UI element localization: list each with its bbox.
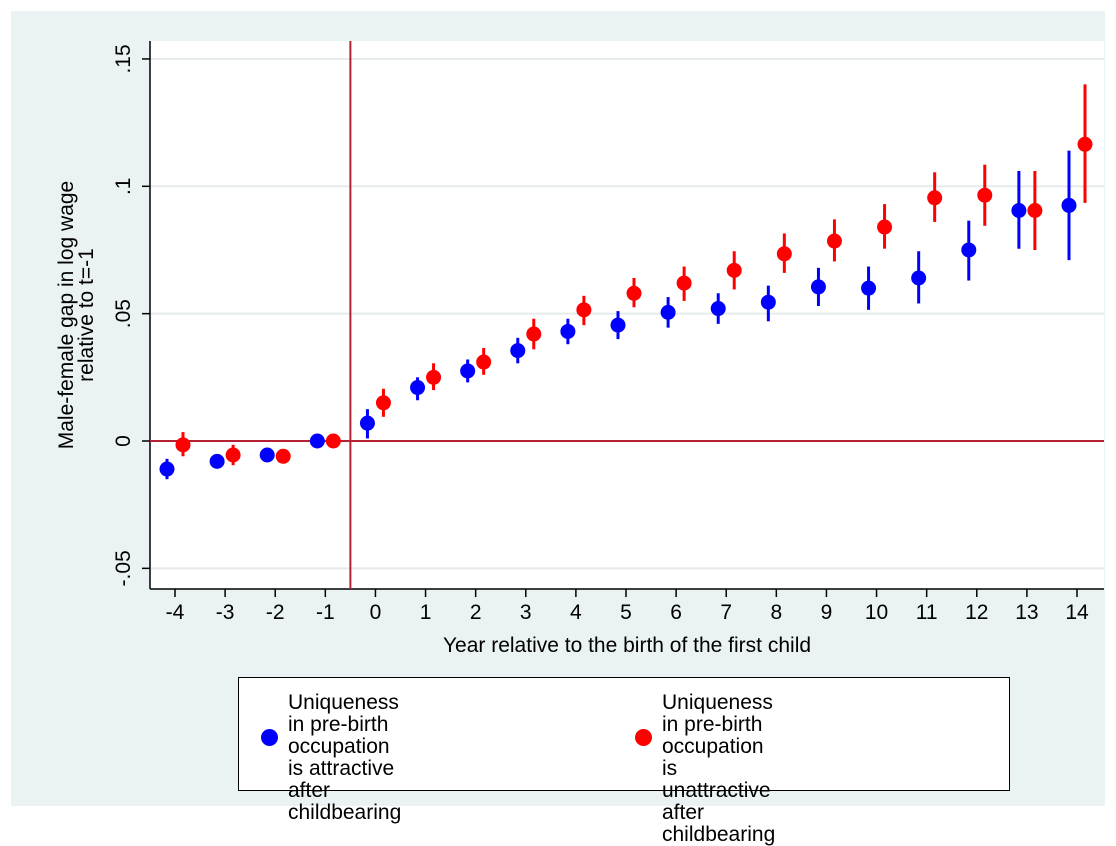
y-axis-title: Male-female gap in log wage relative to … xyxy=(55,181,98,450)
data-point xyxy=(810,279,826,295)
y-tick-label: .15 xyxy=(112,44,135,73)
data-point xyxy=(576,302,592,318)
data-point xyxy=(325,433,341,449)
x-axis-title: Year relative to the birth of the first … xyxy=(443,634,811,657)
data-point xyxy=(259,447,275,463)
data-point xyxy=(426,369,442,385)
data-point xyxy=(776,246,792,262)
x-tick-label: -4 xyxy=(166,601,185,624)
y-tick-labels: -.05 0 .05 .1 .15 xyxy=(112,44,135,586)
x-tick-label: 12 xyxy=(965,601,988,624)
data-point xyxy=(760,294,776,310)
x-tick-label: 7 xyxy=(720,601,732,624)
x-tick-label: -2 xyxy=(266,601,285,624)
data-point xyxy=(1027,202,1043,218)
x-tick-label: -1 xyxy=(316,601,335,624)
data-point xyxy=(526,326,542,342)
data-point xyxy=(961,242,977,258)
y-axis-title-line1: Male-female gap in log wage xyxy=(55,181,78,450)
data-point xyxy=(610,317,626,333)
data-point xyxy=(159,461,175,477)
data-point xyxy=(175,437,191,453)
x-tick-label: 8 xyxy=(770,601,782,624)
x-tick-label: 10 xyxy=(865,601,888,624)
x-tick-label: 2 xyxy=(470,601,482,624)
data-point xyxy=(1077,136,1093,152)
data-point xyxy=(626,285,642,301)
data-point xyxy=(1011,202,1027,218)
data-point xyxy=(510,343,526,359)
data-point xyxy=(826,233,842,249)
x-tick-label: 11 xyxy=(916,601,938,624)
legend: Uniqueness in pre-birth occupation is at… xyxy=(238,677,1010,846)
series-1 xyxy=(175,84,1093,466)
page: -.05 0.05.1.15 -4 -3 -2 -1 0 1 2 3 4 5 6 7 8 9 10 11 12 13… xyxy=(11,11,1105,846)
data-point xyxy=(726,262,742,278)
legend-marker-red xyxy=(635,729,652,746)
x-tick-label: 0 xyxy=(370,601,382,624)
chart-svg: -.050.05.1.15 -4 -3 -2 -1 0 1 2 3 4 5 6 7 8 9 10 11 12 13… xyxy=(55,41,1104,657)
data-point xyxy=(927,190,943,206)
data-point xyxy=(710,301,726,317)
data-point xyxy=(375,395,391,411)
x-tick-label: 13 xyxy=(1015,601,1038,624)
data-point xyxy=(877,219,893,235)
y-tick-label: .1 xyxy=(112,178,135,196)
data-point xyxy=(359,415,375,431)
y-tick-label: .05 xyxy=(112,299,135,328)
data-point xyxy=(225,447,241,463)
x-tick-label: 4 xyxy=(570,601,582,624)
y-axis-title-line2: relative to t=-1 xyxy=(75,248,98,382)
axes xyxy=(142,41,1104,597)
data-point xyxy=(676,275,692,291)
x-tick-label: -3 xyxy=(216,601,235,624)
data-point xyxy=(476,354,492,370)
x-tick-label: 9 xyxy=(821,601,833,624)
data-point xyxy=(861,280,877,296)
data-point xyxy=(977,187,993,203)
data-point xyxy=(560,323,576,339)
data-point xyxy=(660,304,676,320)
y-tick-label: 0 xyxy=(112,435,135,447)
data-point xyxy=(410,380,426,396)
x-tick-label: 5 xyxy=(620,601,632,624)
legend-label-unattractive: Uniqueness in pre-birth occupation is un… xyxy=(662,691,776,846)
legend-marker-blue xyxy=(261,729,278,746)
data-marks xyxy=(159,84,1093,480)
data-point xyxy=(911,270,927,286)
x-tick-label: 1 xyxy=(420,601,432,624)
series-0 xyxy=(159,150,1077,480)
data-point xyxy=(460,363,476,379)
reference-lines xyxy=(150,41,1104,589)
plot-area xyxy=(150,41,1104,589)
y-tick-label: -.05 xyxy=(112,550,135,586)
data-point xyxy=(209,453,225,469)
x-tick-labels: -4 -3 -2 -1 0 1 2 3 4 5 6 7 8 9 10 11 12 13 14 xyxy=(166,601,1089,624)
data-point xyxy=(1061,197,1077,213)
x-tick-label: 6 xyxy=(670,601,682,624)
x-tick-label: 14 xyxy=(1065,601,1089,624)
legend-label-attractive: Uniqueness in pre-birth occupation is at… xyxy=(288,691,402,824)
data-point xyxy=(309,433,325,449)
data-point xyxy=(275,448,291,464)
x-tick-label: 3 xyxy=(520,601,532,624)
